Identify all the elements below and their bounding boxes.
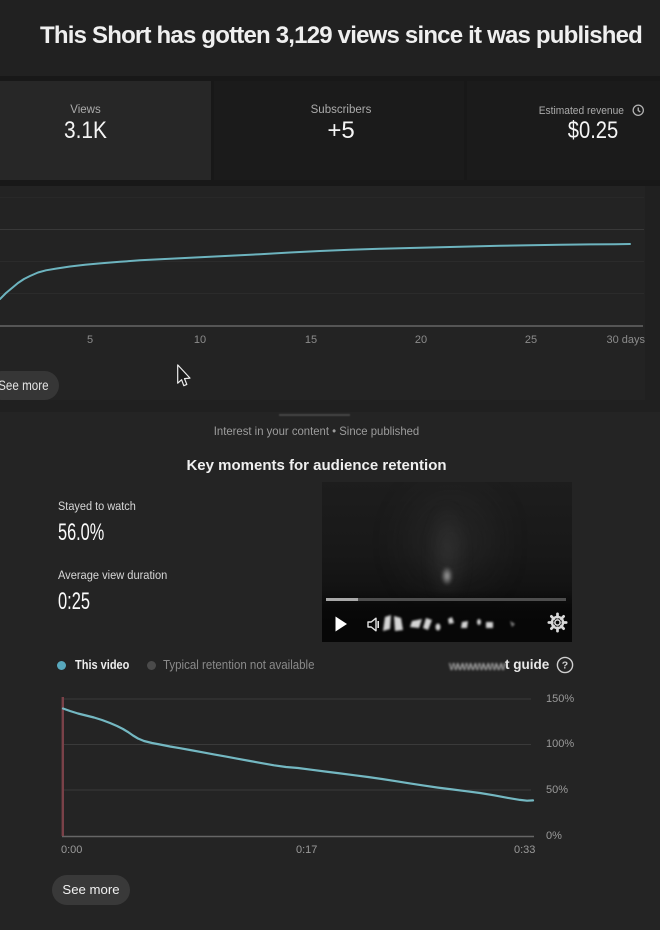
- svg-text:?: ?: [562, 660, 568, 672]
